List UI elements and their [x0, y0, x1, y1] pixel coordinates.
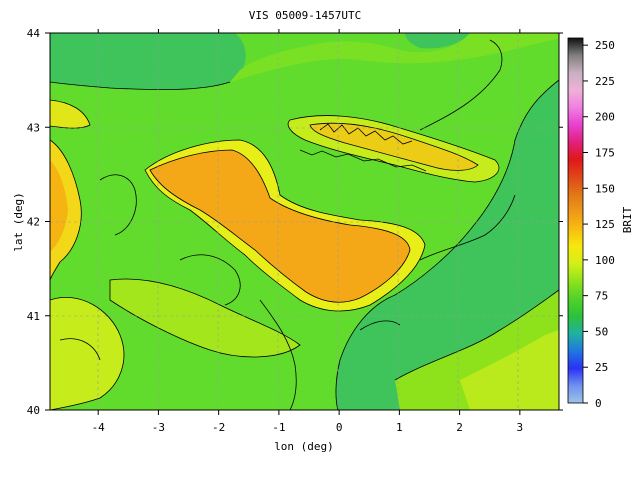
- sea-top-right: [405, 33, 470, 49]
- grid: [50, 33, 559, 410]
- colorbar-tick-label: 25: [595, 361, 608, 374]
- sw-bright-band: [50, 297, 124, 410]
- x-tick-label: 0: [336, 421, 343, 434]
- x-tick-label: -3: [152, 421, 165, 434]
- ebro-valley-core: [150, 150, 410, 303]
- colorbar-label: BRIT: [621, 206, 634, 233]
- colorbar-tick-label: 200: [595, 111, 615, 124]
- colorbar-tick-label: 0: [595, 397, 602, 410]
- mediterranean-sea: [335, 80, 559, 410]
- y-tick-label: 44: [27, 27, 41, 40]
- x-tick-label: 1: [396, 421, 403, 434]
- colorbar-tick-label: 225: [595, 75, 615, 88]
- western-meseta-core: [50, 160, 68, 252]
- plot-area: [50, 33, 559, 410]
- bay-of-biscay-sea: [50, 33, 246, 90]
- france-land: [230, 33, 559, 82]
- central-bright-band: [110, 279, 300, 357]
- y-axis: 40 41 42 43 44: [27, 27, 563, 417]
- colorbar-tick-label: 125: [595, 218, 615, 231]
- colorbar-tick-label: 150: [595, 182, 615, 195]
- x-tick-label: 3: [517, 421, 524, 434]
- colorbar-tick-label: 175: [595, 147, 615, 160]
- chart-title: VIS 05009-1457UTC: [249, 9, 362, 22]
- cantabrian-band: [50, 100, 90, 129]
- x-tick-label: -1: [272, 421, 285, 434]
- y-tick-label: 43: [27, 121, 40, 134]
- colorbar-tick-label: 250: [595, 39, 615, 52]
- pyrenees-peaks: [310, 123, 478, 171]
- y-tick-label: 42: [27, 216, 40, 229]
- y-axis-label: lat (deg): [12, 192, 25, 252]
- x-axis: -4 -3 -2 -1 0 1 2 3: [92, 29, 524, 434]
- y-tick-label: 41: [27, 310, 40, 323]
- colorbar-tick-label: 50: [595, 325, 608, 338]
- y-tick-label: 40: [27, 404, 40, 417]
- colorbar-ticks: 0 25 50 75 100 125 150 175 200 225 250: [583, 39, 615, 410]
- x-tick-label: -2: [212, 421, 225, 434]
- colorbar-tick-label: 75: [595, 290, 608, 303]
- x-axis-label: lon (deg): [274, 440, 334, 453]
- contour-lines: [50, 39, 559, 410]
- x-tick-label: 2: [456, 421, 463, 434]
- colorbar-tick-label: 100: [595, 254, 615, 267]
- x-tick-label: -4: [92, 421, 106, 434]
- colorbar: [567, 37, 584, 404]
- balearic-cloud-bright: [460, 330, 559, 410]
